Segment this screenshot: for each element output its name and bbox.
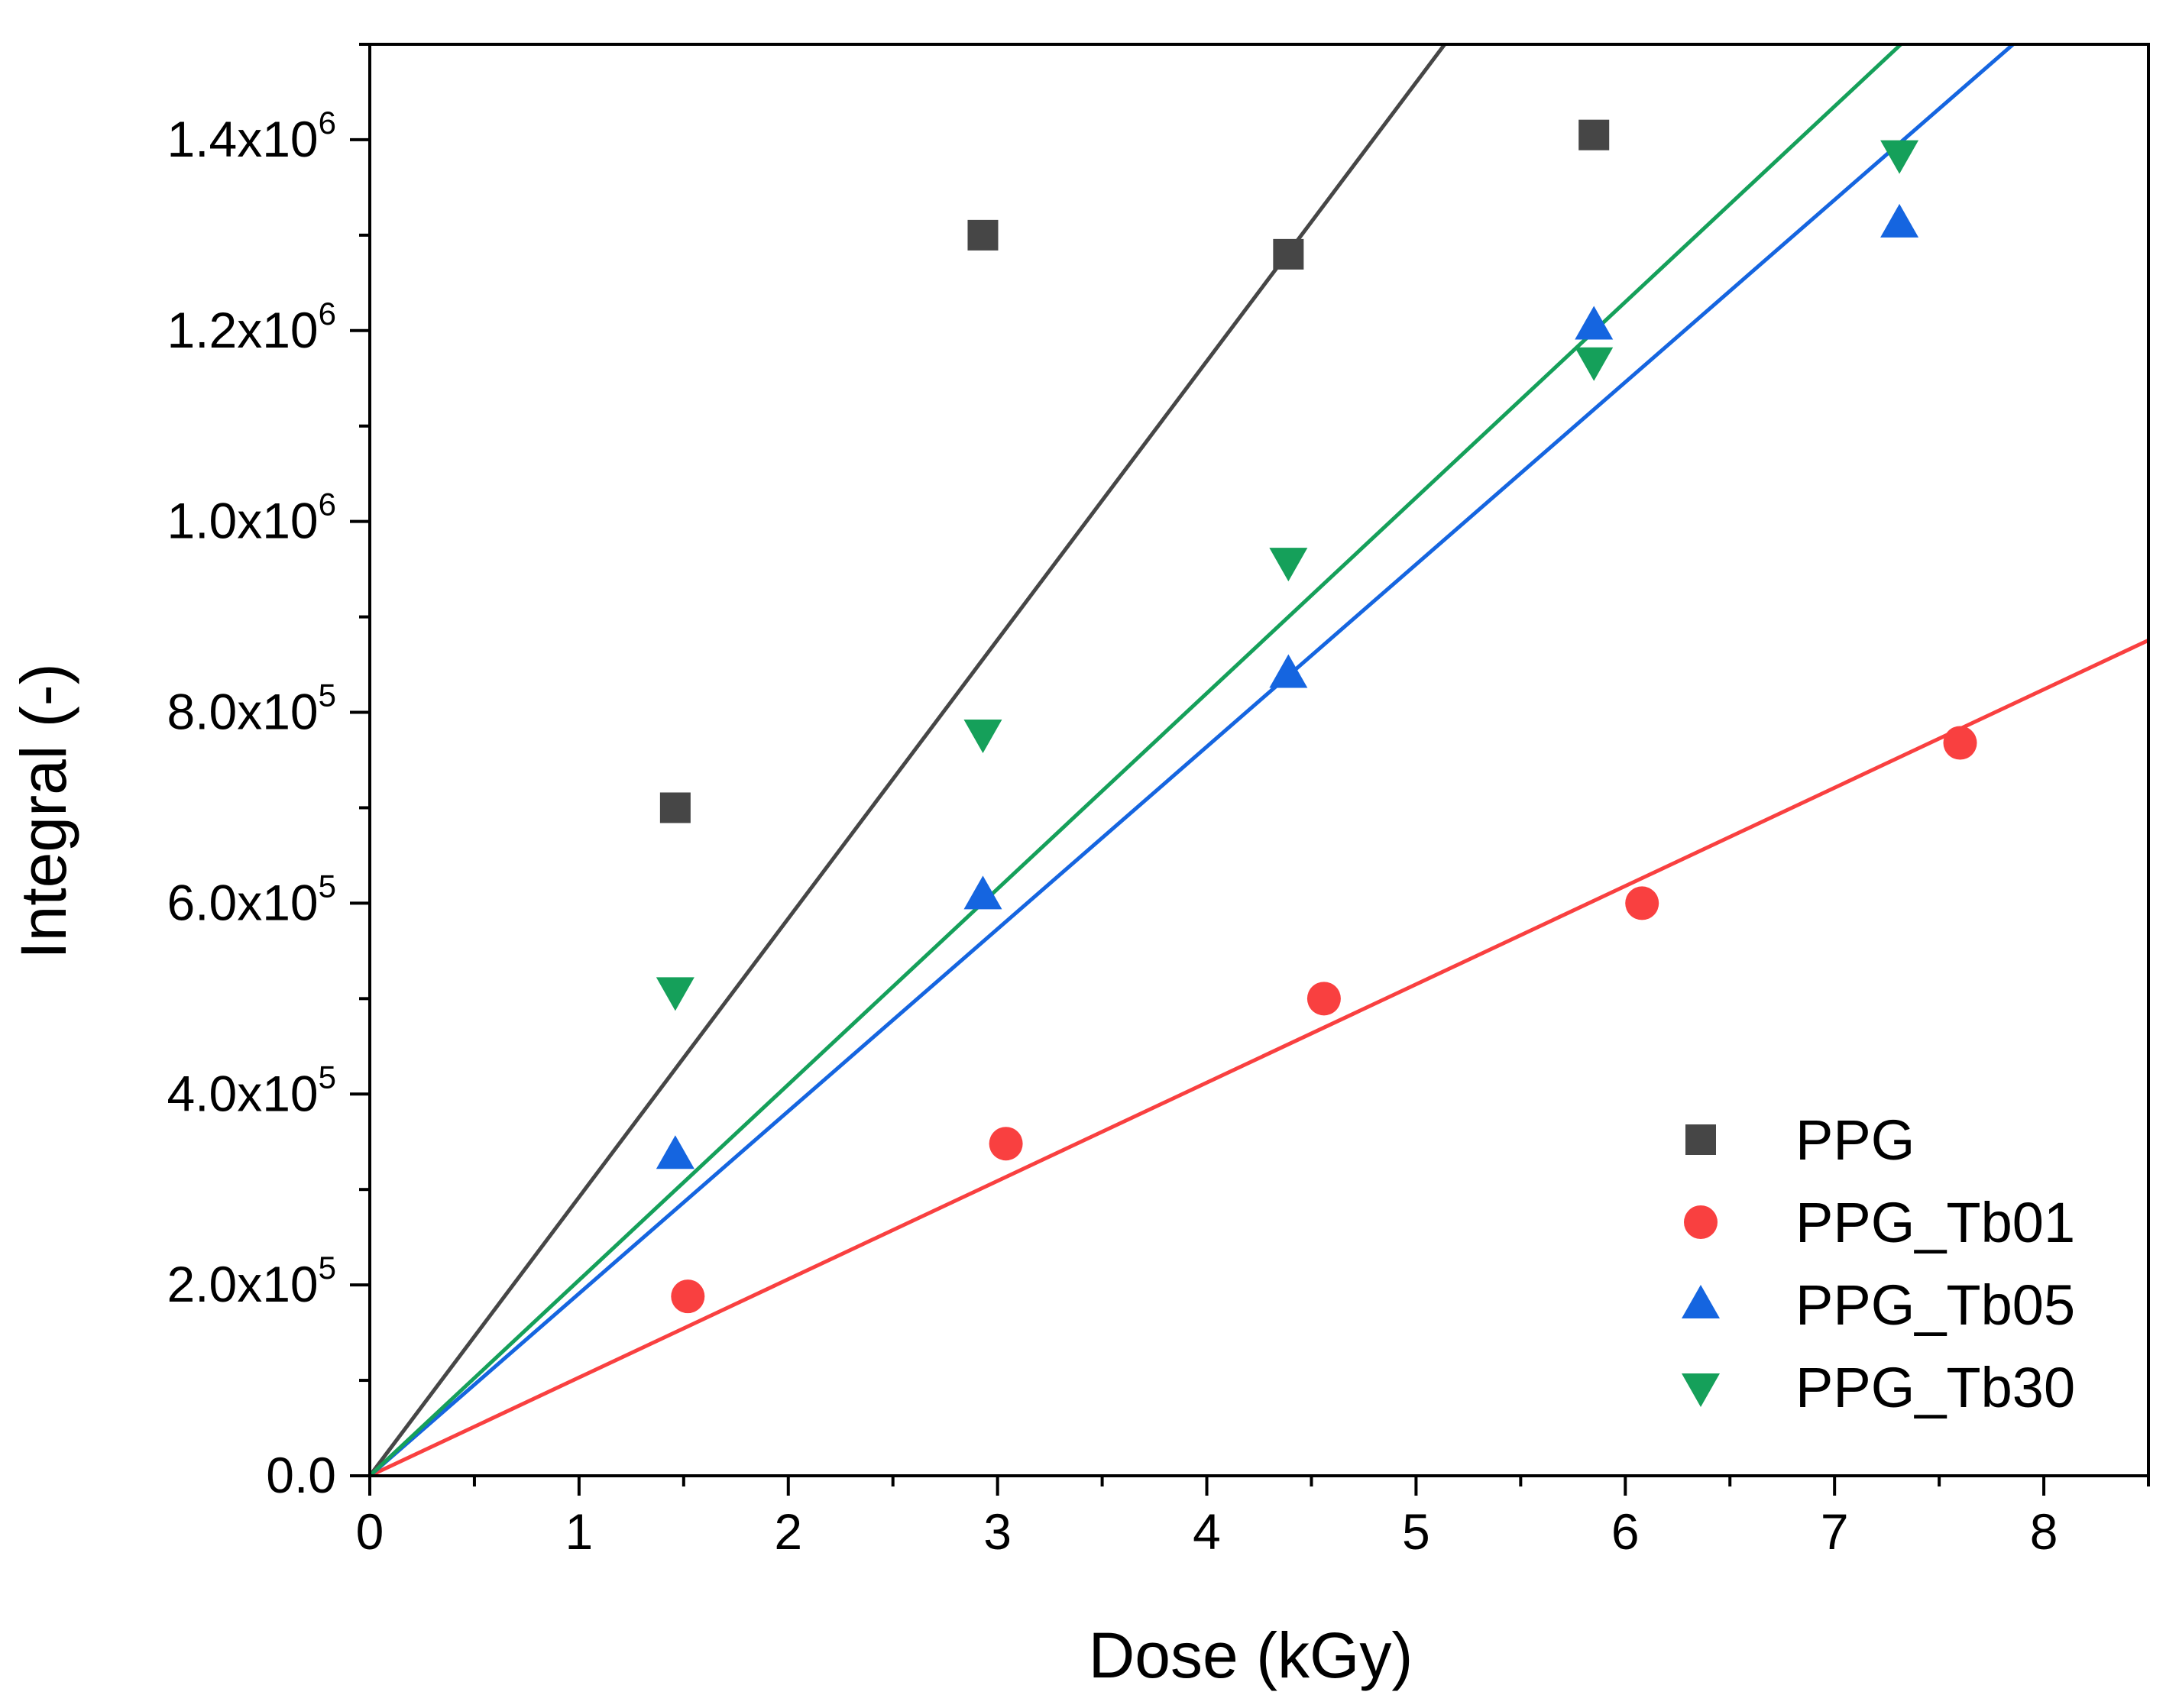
x-axis-title: Dose (kGy) bbox=[1089, 1619, 1413, 1691]
legend-marker-ppg bbox=[1685, 1124, 1716, 1155]
data-point-ppg-tb30 bbox=[656, 977, 694, 1011]
y-tick-label: 4.0x105 bbox=[167, 1059, 336, 1121]
data-point-ppg-tb05 bbox=[963, 875, 1002, 910]
axis-ticks bbox=[350, 43, 2150, 1496]
data-point-ppg-tb30 bbox=[963, 720, 1002, 754]
data-point-ppg bbox=[1273, 238, 1304, 270]
y-tick-labels: 0.0 2.0x105 4.0x105 6.0x105 8.0x105 1.0x106 1.… bbox=[167, 105, 336, 1503]
x-tick-label: 2 bbox=[774, 1503, 802, 1560]
legend-marker-ppg-tb05 bbox=[1682, 1285, 1720, 1318]
legend-label-ppg-tb05: PPG_Tb05 bbox=[1795, 1273, 2075, 1337]
y-axis-title: Integral (-) bbox=[8, 663, 79, 959]
x-tick-label: 4 bbox=[1193, 1503, 1221, 1560]
x-tick-label: 7 bbox=[1821, 1503, 1849, 1560]
data-point-ppg-tb01 bbox=[1306, 982, 1341, 1016]
data-point-ppg-tb05 bbox=[1880, 203, 1919, 238]
fit-line-ppg bbox=[370, 44, 1448, 1476]
y-tick-label: 1.0x106 bbox=[167, 487, 336, 549]
y-tick-label: 2.0x105 bbox=[167, 1250, 336, 1312]
legend-label-ppg: PPG bbox=[1795, 1108, 1915, 1172]
x-tick-label: 0 bbox=[356, 1503, 384, 1560]
fit-lines bbox=[370, 44, 2148, 1476]
data-point-ppg-tb01 bbox=[1625, 886, 1659, 920]
data-markers bbox=[656, 119, 1977, 1314]
legend-marker-ppg-tb01 bbox=[1684, 1205, 1718, 1239]
legend: PPG PPG_Tb01 PPG_Tb05 PPG_Tb30 bbox=[1682, 1108, 2075, 1419]
fit-line-ppg-tb30 bbox=[370, 44, 1904, 1476]
y-tick-label: 8.0x105 bbox=[167, 678, 336, 740]
fit-line-ppg-tb05 bbox=[370, 44, 2016, 1476]
data-point-ppg bbox=[659, 792, 691, 823]
data-point-ppg-tb01 bbox=[1943, 726, 1977, 760]
x-tick-labels: 0 1 2 3 4 5 6 7 8 bbox=[356, 1503, 2058, 1560]
x-tick-label: 1 bbox=[565, 1503, 594, 1560]
data-point-ppg-tb05 bbox=[1575, 306, 1614, 340]
data-point-ppg-tb05 bbox=[656, 1135, 694, 1169]
data-point-ppg-tb01 bbox=[671, 1279, 705, 1314]
x-tick-label: 3 bbox=[983, 1503, 1012, 1560]
data-point-ppg-tb30 bbox=[1269, 548, 1308, 582]
plot-border bbox=[368, 43, 2150, 1477]
y-tick-label: 1.4x106 bbox=[167, 105, 336, 167]
y-tick-label: 1.2x106 bbox=[167, 296, 336, 358]
fit-line-ppg-tb01 bbox=[370, 638, 2148, 1476]
plot-frame bbox=[368, 43, 2150, 1477]
data-point-ppg bbox=[967, 219, 999, 251]
y-tick-label: 6.0x105 bbox=[167, 868, 336, 930]
data-point-ppg-tb05 bbox=[1269, 654, 1308, 688]
data-point-ppg-tb30 bbox=[1575, 347, 1614, 381]
data-point-ppg-tb30 bbox=[1880, 140, 1919, 174]
x-tick-label: 6 bbox=[1611, 1503, 1640, 1560]
legend-label-ppg-tb01: PPG_Tb01 bbox=[1795, 1191, 2075, 1254]
data-point-ppg bbox=[1578, 119, 1610, 150]
data-point-ppg-tb01 bbox=[989, 1127, 1023, 1161]
legend-label-ppg-tb30: PPG_Tb30 bbox=[1795, 1356, 2075, 1419]
x-tick-label: 8 bbox=[2030, 1503, 2058, 1560]
legend-marker-ppg-tb30 bbox=[1682, 1373, 1720, 1407]
x-tick-label: 5 bbox=[1402, 1503, 1430, 1560]
y-tick-label: 0.0 bbox=[266, 1447, 336, 1503]
